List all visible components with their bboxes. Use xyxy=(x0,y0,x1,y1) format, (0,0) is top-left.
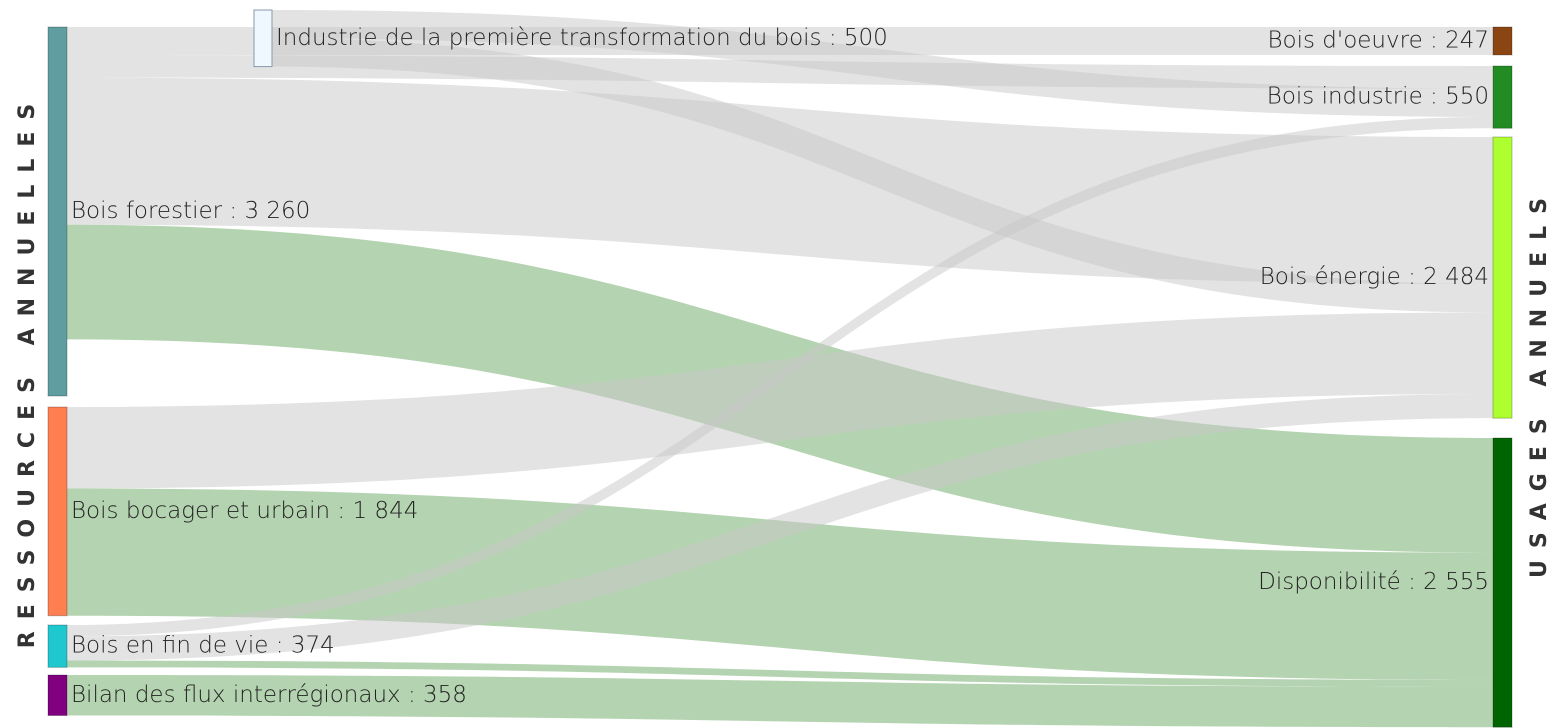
link xyxy=(67,312,1493,489)
link xyxy=(272,38,1493,313)
node xyxy=(253,9,273,68)
node xyxy=(47,624,68,668)
link xyxy=(67,675,1493,728)
node-label: Bois d'oeuvre : 247 xyxy=(1267,27,1489,53)
link xyxy=(67,116,1493,637)
left-axis-label: RESSOURCES ANNUELLES xyxy=(15,92,40,649)
node xyxy=(47,674,68,717)
node xyxy=(1492,437,1513,728)
node xyxy=(47,406,68,617)
link xyxy=(67,393,1493,661)
right-axis-label: USAGES ANNUELS xyxy=(1527,186,1552,578)
link xyxy=(272,10,1493,117)
node-label: Bois en fin de vie : 374 xyxy=(71,633,335,659)
node xyxy=(1492,26,1513,56)
node xyxy=(1492,65,1513,129)
node-label: Bois forestier : 3 260 xyxy=(71,198,310,224)
node-label: Disponibilité : 2 555 xyxy=(1258,569,1489,595)
node-label: Bois industrie : 550 xyxy=(1267,84,1489,110)
node xyxy=(1492,136,1513,419)
links xyxy=(67,10,1493,728)
link xyxy=(67,77,1493,285)
node-label: Bilan des flux interrégionaux : 358 xyxy=(71,682,467,708)
link xyxy=(67,488,1493,680)
node-label: Bois bocager et urbain : 1 844 xyxy=(71,498,418,524)
node xyxy=(47,26,68,397)
nodes: Bois forestier : 3 260 Bois bocager et ur… xyxy=(47,9,1513,728)
node-label: Industrie de la première transformation … xyxy=(276,25,888,51)
link xyxy=(67,660,1493,687)
node-label: Bois énergie : 2 484 xyxy=(1260,264,1489,290)
